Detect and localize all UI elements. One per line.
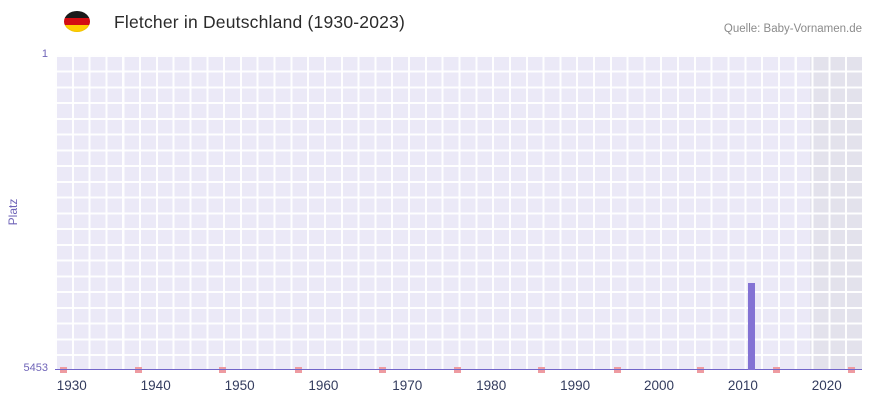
grid-overlay (55, 55, 862, 370)
x-tick-label-2000: 2000 (643, 378, 675, 393)
x-axis-tick-labels: 1930 1940 1950 1960 1970 1980 1990 2000 2010 2020 (55, 378, 862, 396)
y-tick-min: 5453 (23, 362, 48, 374)
axis-marker-1929 (59, 367, 67, 373)
x-tick-label-1940: 1940 (140, 378, 171, 393)
axis-marker-2005 (697, 367, 705, 373)
x-tick-label-1990: 1990 (560, 378, 591, 393)
axis-marker-1986 (538, 367, 545, 373)
axis-marker-1957 (294, 367, 302, 373)
axis-marker-1938 (135, 367, 143, 373)
x-tick-label-2020: 2020 (811, 378, 842, 393)
x-tick-label-2010: 2010 (727, 378, 758, 393)
x-axis-line (55, 368, 862, 370)
axis-marker-1976 (454, 367, 462, 373)
axis-marker-1967 (378, 367, 386, 373)
x-tick-label-1970: 1970 (392, 378, 423, 393)
axis-marker-1948 (219, 367, 227, 373)
axis-marker-1995 (613, 367, 621, 373)
x-tick-label-1930: 1930 (56, 378, 87, 393)
y-tick-max: 1 (41, 48, 48, 60)
bars-layer (55, 55, 862, 370)
axis-markers-layer (55, 55, 862, 373)
x-tick-label-1980: 1980 (476, 378, 507, 393)
chart-title: Fletcher in Deutschland (1930-2023) (114, 12, 406, 32)
axis-marker-2023 (848, 367, 856, 373)
rank-bar-2011[interactable] (747, 283, 755, 370)
plot-area (55, 55, 862, 373)
x-tick-label-1950: 1950 (224, 378, 255, 393)
x-tick-label-1960: 1960 (308, 378, 339, 393)
source-attribution: Quelle: Baby-Vornamen.de (723, 23, 862, 35)
axis-marker-2014 (772, 367, 780, 373)
german-flag-icon (64, 11, 90, 32)
y-axis-title: Platz (6, 198, 20, 226)
